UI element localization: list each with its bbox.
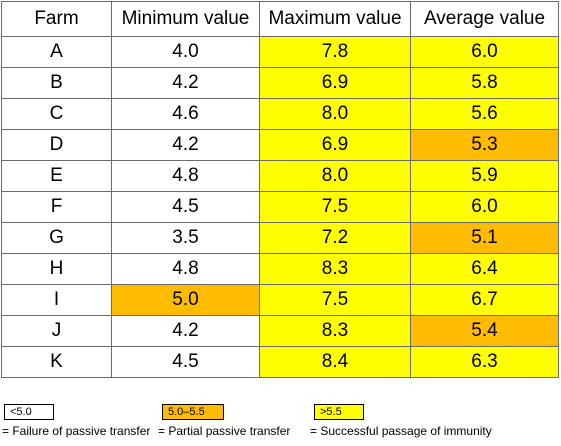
- minimum-value-cell: 4.2: [111, 129, 260, 161]
- legend-desc-success: = Successful passage of immunity: [310, 424, 492, 438]
- minimum-value-cell: 4.2: [111, 315, 260, 347]
- table-row: I 5.0 7.5 6.7: [1, 284, 559, 316]
- legend-desc-partial: = Partial passive transfer: [158, 424, 291, 438]
- table-body: A 4.0 7.8 6.0 B 4.2 6.9 5.8 C 4.6 8.0 5.6 D 4.2 6.9 5.3…: [1, 36, 559, 378]
- farm-cell: F: [1, 191, 112, 223]
- maximum-value-cell: 8.4: [259, 346, 411, 378]
- table-row: D 4.2 6.9 5.3: [1, 129, 559, 161]
- farm-cell: G: [1, 222, 112, 254]
- average-value-cell: 6.0: [410, 36, 559, 68]
- legend-desc-failure: = Failure of passive transfer: [2, 424, 151, 438]
- farm-cell: J: [1, 315, 112, 347]
- maximum-value-cell: 7.5: [259, 284, 411, 316]
- table-row: K 4.5 8.4 6.3: [1, 346, 559, 378]
- minimum-value-cell: 5.0: [111, 284, 260, 316]
- table-row: C 4.6 8.0 5.6: [1, 98, 559, 130]
- average-value-cell: 6.0: [410, 191, 559, 223]
- minimum-value-cell: 3.5: [111, 222, 260, 254]
- header-average-value: Average value: [410, 1, 559, 37]
- maximum-value-cell: 8.0: [259, 160, 411, 192]
- legend: <5.0 = Failure of passive transfer 5.0–5…: [0, 404, 561, 444]
- average-value-cell: 5.9: [410, 160, 559, 192]
- maximum-value-cell: 7.2: [259, 222, 411, 254]
- average-value-cell: 5.3: [410, 129, 559, 161]
- average-value-cell: 5.6: [410, 98, 559, 130]
- farm-cell: K: [1, 346, 112, 378]
- average-value-cell: 5.4: [410, 315, 559, 347]
- minimum-value-cell: 4.6: [111, 98, 260, 130]
- table-row: A 4.0 7.8 6.0: [1, 36, 559, 68]
- average-value-cell: 5.1: [410, 222, 559, 254]
- header-row: Farm Minimum value Maximum value Average…: [1, 1, 559, 37]
- legend-swatch-failure: <5.0: [4, 404, 54, 420]
- farm-cell: A: [1, 36, 112, 68]
- average-value-cell: 5.8: [410, 67, 559, 99]
- minimum-value-cell: 4.5: [111, 191, 260, 223]
- farm-cell: H: [1, 253, 112, 285]
- table-row: F 4.5 7.5 6.0: [1, 191, 559, 223]
- maximum-value-cell: 8.0: [259, 98, 411, 130]
- maximum-value-cell: 8.3: [259, 253, 411, 285]
- table-row: H 4.8 8.3 6.4: [1, 253, 559, 285]
- farm-cell: B: [1, 67, 112, 99]
- minimum-value-cell: 4.5: [111, 346, 260, 378]
- maximum-value-cell: 7.8: [259, 36, 411, 68]
- maximum-value-cell: 6.9: [259, 129, 411, 161]
- minimum-value-cell: 4.2: [111, 67, 260, 99]
- legend-swatch-partial: 5.0–5.5: [162, 404, 224, 420]
- farm-cell: C: [1, 98, 112, 130]
- table-row: J 4.2 8.3 5.4: [1, 315, 559, 347]
- average-value-cell: 6.3: [410, 346, 559, 378]
- farm-cell: I: [1, 284, 112, 316]
- minimum-value-cell: 4.8: [111, 253, 260, 285]
- farm-cell: D: [1, 129, 112, 161]
- farm-cell: E: [1, 160, 112, 192]
- maximum-value-cell: 6.9: [259, 67, 411, 99]
- farm-values-table: Farm Minimum value Maximum value Average…: [1, 1, 559, 378]
- header-minimum-value: Minimum value: [111, 1, 260, 37]
- maximum-value-cell: 8.3: [259, 315, 411, 347]
- maximum-value-cell: 7.5: [259, 191, 411, 223]
- average-value-cell: 6.7: [410, 284, 559, 316]
- legend-swatch-success: >5.5: [314, 404, 364, 420]
- minimum-value-cell: 4.8: [111, 160, 260, 192]
- minimum-value-cell: 4.0: [111, 36, 260, 68]
- table-row: B 4.2 6.9 5.8: [1, 67, 559, 99]
- header-maximum-value: Maximum value: [259, 1, 411, 37]
- header-farm: Farm: [1, 1, 112, 37]
- table-row: E 4.8 8.0 5.9: [1, 160, 559, 192]
- table-row: G 3.5 7.2 5.1: [1, 222, 559, 254]
- average-value-cell: 6.4: [410, 253, 559, 285]
